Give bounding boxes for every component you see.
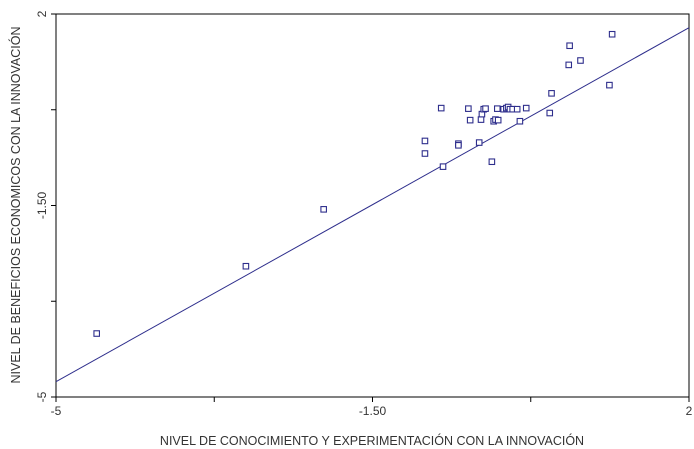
data-point [493,105,501,112]
x-tick-label: -5 [51,404,62,418]
data-point [548,90,555,97]
data-point [477,116,485,123]
y-tick-label: -1.50 [35,192,49,220]
data-points [93,30,616,337]
axis-ticks [51,13,690,402]
data-point [606,81,613,89]
data-point [455,142,462,149]
data-point [516,117,524,125]
x-axis-title: NIVEL DE CONOCIMIENTO Y EXPERIMENTACIÓN … [160,433,584,448]
data-point [565,61,573,69]
y-axis-title: NIVEL DE BENEFICIOS ECONOMICOS CON LA IN… [8,26,23,383]
data-point [242,262,250,270]
data-point [608,30,616,38]
data-point [566,42,573,50]
data-point [546,109,554,117]
data-point [465,105,472,112]
x-tick-label: 2 [686,404,693,418]
data-point [522,104,530,112]
plot-area [55,13,690,398]
data-point [488,158,496,166]
axis-tick-labels: -5 -1.50 2 -5 -1.50 2 [35,10,693,418]
data-point [439,163,447,170]
data-point [437,104,445,112]
x-tick-label: -1.50 [359,404,387,418]
data-point [421,150,429,157]
y-tick-label: 2 [35,10,49,17]
data-point [475,139,483,146]
data-point [494,116,502,124]
data-point [93,330,100,337]
data-point [466,116,474,124]
data-point [421,137,429,145]
data-point [482,105,489,112]
y-tick-label: -5 [35,391,49,402]
regression-line [55,27,690,383]
data-point [320,206,327,213]
data-point [577,57,584,64]
data-point [513,105,521,113]
